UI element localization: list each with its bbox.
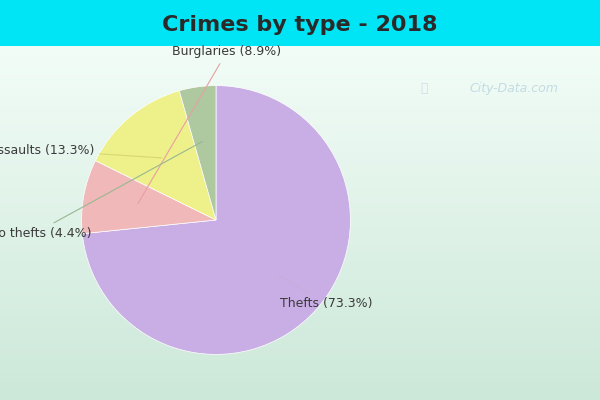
- Text: Burglaries (8.9%): Burglaries (8.9%): [138, 46, 281, 203]
- Text: Assaults (13.3%): Assaults (13.3%): [0, 144, 161, 158]
- Wedge shape: [82, 86, 350, 354]
- Text: Auto thefts (4.4%): Auto thefts (4.4%): [0, 142, 202, 240]
- Text: Thefts (73.3%): Thefts (73.3%): [278, 276, 373, 310]
- Wedge shape: [179, 86, 216, 220]
- Wedge shape: [95, 91, 216, 220]
- Text: Crimes by type - 2018: Crimes by type - 2018: [162, 15, 438, 35]
- Wedge shape: [82, 161, 216, 234]
- Text: City-Data.com: City-Data.com: [469, 82, 558, 95]
- Text: ⓘ: ⓘ: [420, 82, 427, 95]
